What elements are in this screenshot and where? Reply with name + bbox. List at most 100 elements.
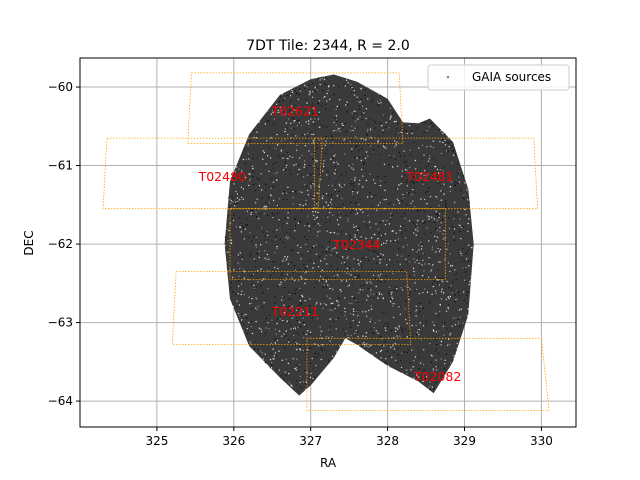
gaia-source-point	[404, 308, 406, 310]
gaia-source-point	[437, 365, 439, 368]
gaia-source-point	[312, 91, 314, 93]
gaia-source-point	[397, 122, 399, 125]
gaia-source-point	[456, 163, 458, 165]
gaia-source-point	[284, 217, 286, 219]
gaia-source-point	[390, 346, 392, 348]
gaia-source-point	[460, 237, 462, 240]
gaia-source-point	[343, 243, 346, 245]
gaia-source-point	[348, 302, 350, 304]
gaia-source-point	[441, 277, 443, 280]
gaia-source-point	[416, 251, 418, 253]
gaia-source-point	[303, 236, 306, 238]
gaia-source-point	[419, 362, 422, 364]
gaia-source-point	[312, 139, 315, 142]
gaia-source-point	[344, 297, 346, 299]
gaia-source-point	[293, 128, 296, 130]
gaia-source-point	[258, 250, 261, 252]
gaia-source-point	[339, 185, 341, 187]
gaia-source-point	[285, 164, 288, 167]
gaia-source-point	[323, 302, 325, 305]
gaia-source-point	[283, 312, 285, 314]
gaia-source-point	[368, 309, 370, 312]
gaia-source-point	[380, 180, 382, 182]
gaia-source-point	[296, 144, 298, 147]
gaia-source-point	[270, 187, 272, 189]
gaia-source-point	[249, 232, 251, 234]
gaia-source-point	[365, 139, 367, 141]
gaia-source-point	[325, 349, 327, 351]
gaia-source-point	[287, 158, 290, 160]
gaia-source-point	[389, 107, 391, 110]
gaia-source-point	[392, 230, 394, 232]
gaia-source-point	[409, 288, 411, 290]
gaia-source-point	[288, 372, 290, 375]
gaia-source-point	[369, 321, 371, 323]
gaia-source-point	[366, 130, 369, 133]
gaia-source-point	[255, 211, 257, 213]
gaia-source-point	[309, 371, 311, 373]
gaia-source-point	[252, 157, 254, 160]
gaia-source-point	[403, 336, 405, 338]
gaia-source-point	[376, 252, 378, 254]
gaia-source-point	[378, 292, 381, 294]
gaia-source-point	[367, 259, 370, 261]
gaia-source-point	[282, 155, 284, 157]
gaia-source-point	[291, 327, 293, 330]
gaia-source-point	[436, 176, 439, 178]
gaia-source-point	[238, 255, 240, 258]
gaia-source-point	[418, 147, 420, 149]
gaia-source-point	[380, 122, 382, 125]
gaia-source-point	[316, 216, 319, 218]
gaia-source-point	[279, 106, 281, 108]
gaia-source-point	[409, 181, 412, 183]
gaia-source-point	[270, 113, 272, 115]
gaia-source-point	[342, 203, 345, 205]
gaia-source-point	[370, 152, 372, 154]
gaia-source-point	[357, 277, 359, 279]
gaia-source-point	[318, 345, 320, 347]
gaia-source-point	[438, 213, 441, 215]
gaia-source-point	[393, 120, 396, 123]
gaia-source-point	[383, 143, 386, 146]
gaia-source-point	[331, 309, 333, 312]
gaia-source-point	[276, 339, 279, 342]
x-tick-label: 326	[222, 434, 245, 448]
gaia-source-point	[366, 292, 368, 294]
gaia-source-point	[281, 359, 283, 361]
gaia-source-point	[284, 128, 287, 130]
gaia-source-point	[459, 224, 461, 227]
gaia-source-point	[311, 103, 314, 105]
gaia-source-point	[266, 258, 268, 261]
gaia-source-point	[417, 210, 419, 212]
gaia-source-point	[293, 340, 296, 342]
gaia-source-point	[322, 193, 325, 196]
gaia-source-point	[466, 250, 469, 252]
gaia-source-point	[251, 154, 253, 156]
gaia-source-point	[317, 102, 319, 105]
gaia-source-point	[304, 306, 307, 308]
gaia-source-point	[438, 128, 440, 131]
gaia-source-point	[306, 136, 309, 138]
gaia-source-point	[420, 248, 423, 250]
gaia-source-point	[282, 169, 285, 171]
gaia-source-point	[415, 309, 418, 311]
gaia-source-point	[302, 176, 305, 178]
gaia-source-point	[308, 164, 311, 167]
gaia-source-point	[461, 255, 463, 257]
gaia-source-point	[332, 141, 334, 143]
gaia-source-point	[429, 342, 431, 345]
gaia-source-point	[423, 174, 425, 177]
gaia-source-point	[337, 129, 339, 131]
gaia-source-point	[446, 353, 448, 356]
gaia-source-point	[313, 286, 316, 289]
gaia-source-point	[225, 228, 228, 230]
gaia-source-point	[380, 273, 382, 275]
gaia-source-point	[252, 235, 255, 237]
gaia-source-point	[276, 179, 278, 181]
gaia-source-point	[233, 214, 235, 217]
gaia-source-point	[423, 210, 426, 213]
gaia-source-point	[449, 253, 451, 255]
gaia-source-point	[445, 262, 447, 264]
gaia-source-point	[388, 264, 390, 267]
gaia-source-point	[296, 125, 298, 127]
